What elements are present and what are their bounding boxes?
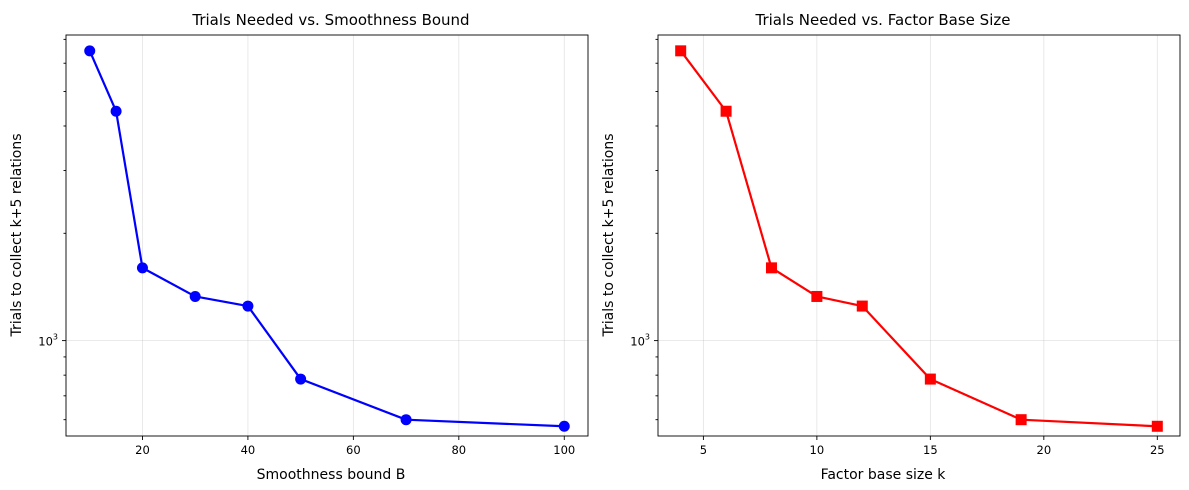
y-axis-label: Trials to collect k+5 relations [9, 134, 25, 338]
x-tick-label: 20 [135, 443, 150, 457]
data-point [720, 105, 732, 117]
x-tick-label: 25 [1150, 443, 1165, 457]
chart-panel-smoothness: Trials Needed vs. Smoothness Bound Smoot… [9, 11, 589, 483]
data-point [924, 373, 936, 385]
plot-frame [657, 34, 1181, 437]
x-axis-label: Smoothness bound B [257, 467, 406, 483]
y-tick-label: 103 [630, 333, 650, 349]
y-axis-label: Trials to collect k+5 relations [601, 134, 617, 338]
data-point [765, 262, 777, 274]
data-point [558, 420, 570, 432]
chart-panel-factor-base: Trials Needed vs. Factor Base Size Facto… [601, 11, 1181, 483]
data-point [400, 414, 412, 426]
data-point [189, 290, 201, 302]
data-point [84, 45, 96, 57]
data-point [110, 105, 122, 117]
x-tick-label: 5 [700, 443, 707, 457]
data-point [811, 290, 823, 302]
data-point [242, 300, 254, 312]
data-point [295, 373, 307, 385]
x-tick-label: 10 [810, 443, 825, 457]
data-point [1015, 414, 1027, 426]
x-tick-label: 60 [346, 443, 361, 457]
x-tick-label: 100 [553, 443, 575, 457]
data-point [675, 45, 687, 57]
plot-frame [65, 34, 589, 437]
x-tick-label: 20 [1037, 443, 1052, 457]
x-tick-label: 15 [923, 443, 938, 457]
x-tick-label: 80 [451, 443, 466, 457]
chart-title: Trials Needed vs. Smoothness Bound [191, 11, 469, 29]
data-point [856, 300, 868, 312]
chart-title: Trials Needed vs. Factor Base Size [755, 11, 1011, 29]
x-axis-label: Factor base size k [821, 467, 947, 483]
series-line [679, 50, 1158, 428]
x-tick-label: 40 [241, 443, 256, 457]
series-line [88, 50, 565, 428]
data-point [1151, 420, 1163, 432]
y-tick-label: 103 [38, 333, 58, 349]
data-point [136, 262, 148, 274]
